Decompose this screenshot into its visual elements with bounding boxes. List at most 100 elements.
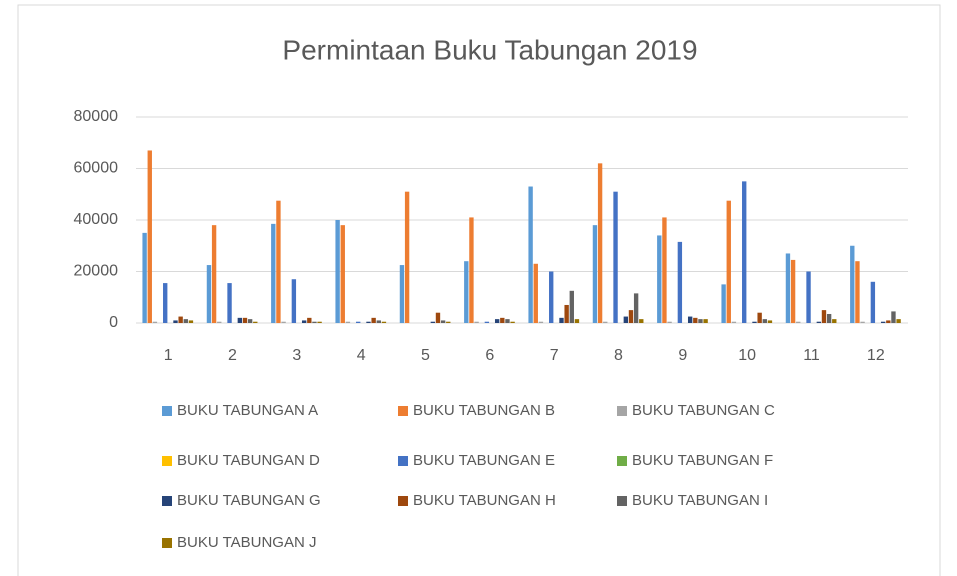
bar xyxy=(446,321,451,323)
bar xyxy=(178,316,183,323)
bar xyxy=(564,304,569,323)
bar xyxy=(662,217,667,323)
bar xyxy=(726,200,731,323)
bar xyxy=(381,321,387,323)
bar xyxy=(510,321,515,323)
legend-swatch xyxy=(398,406,408,416)
bar xyxy=(896,319,901,323)
bar xyxy=(271,223,276,323)
bar xyxy=(613,191,618,323)
x-tick-label: 4 xyxy=(357,347,366,364)
bar xyxy=(870,281,876,323)
bar xyxy=(505,319,510,323)
bar xyxy=(237,317,243,323)
y-tick-label: 80000 xyxy=(74,108,119,125)
bar xyxy=(549,271,554,323)
x-tick-label: 3 xyxy=(292,347,301,364)
bar xyxy=(860,321,865,323)
legend-label: BUKU TABUNGAN A xyxy=(177,402,318,419)
legend-swatch xyxy=(162,496,172,506)
bar xyxy=(623,316,629,323)
bar xyxy=(253,321,258,323)
legend-swatch xyxy=(162,456,172,466)
bar xyxy=(757,312,762,323)
x-tick-label: 12 xyxy=(867,347,885,364)
bar xyxy=(464,261,469,323)
bar xyxy=(752,321,757,323)
bar xyxy=(538,321,544,323)
bar xyxy=(356,321,361,323)
legend-swatch xyxy=(398,496,408,506)
legend-label: BUKU TABUNGAN H xyxy=(413,492,556,509)
bar xyxy=(821,310,827,323)
x-tick-label: 8 xyxy=(614,347,623,364)
bar xyxy=(574,319,580,323)
bar xyxy=(494,319,500,323)
bar xyxy=(687,316,693,323)
bar xyxy=(826,313,832,323)
legend-swatch xyxy=(617,496,627,506)
bar xyxy=(721,284,726,323)
x-tick-label: 7 xyxy=(550,347,559,364)
x-tick-label: 9 xyxy=(678,347,687,364)
bar xyxy=(693,317,698,323)
bar xyxy=(742,181,747,323)
legend-label: BUKU TABUNGAN D xyxy=(177,452,320,469)
bar xyxy=(785,253,791,323)
legend-swatch xyxy=(398,456,408,466)
y-tick-label: 60000 xyxy=(74,160,119,177)
bar xyxy=(639,319,644,323)
bar xyxy=(667,321,672,323)
bar xyxy=(366,321,371,323)
chart-title: Permintaan Buku Tabungan 2019 xyxy=(282,34,697,65)
legend-swatch xyxy=(617,456,627,466)
bar xyxy=(247,319,253,323)
bar xyxy=(142,232,147,323)
bar xyxy=(435,312,441,323)
bar xyxy=(886,320,891,323)
bar xyxy=(762,319,767,323)
legend-label: BUKU TABUNGAN B xyxy=(413,402,555,419)
x-tick-label: 5 xyxy=(421,347,430,364)
legend-swatch xyxy=(162,538,172,548)
y-tick-label: 0 xyxy=(109,314,118,331)
bar xyxy=(371,317,376,323)
bar xyxy=(603,321,608,323)
bar xyxy=(474,321,479,323)
bar xyxy=(242,317,248,323)
x-tick-label: 11 xyxy=(803,347,820,364)
x-tick-label: 10 xyxy=(738,347,756,364)
bar xyxy=(592,225,598,323)
bar xyxy=(217,321,222,323)
x-tick-label: 2 xyxy=(228,347,237,364)
legend-label: BUKU TABUNGAN F xyxy=(632,452,773,469)
bar xyxy=(399,265,405,323)
bar xyxy=(307,317,312,323)
bar xyxy=(891,311,896,323)
y-tick-label: 20000 xyxy=(74,263,119,280)
bar xyxy=(301,320,307,323)
bar xyxy=(832,319,837,323)
bar xyxy=(317,321,322,323)
x-tick-label: 6 xyxy=(485,347,494,364)
legend-label: BUKU TABUNGAN G xyxy=(177,492,321,509)
bar xyxy=(227,283,232,323)
bar xyxy=(657,235,662,323)
bar xyxy=(291,279,297,323)
bar xyxy=(633,293,639,323)
bar xyxy=(559,317,564,323)
legend-label: BUKU TABUNGAN I xyxy=(632,492,768,509)
bar xyxy=(767,320,773,323)
bar xyxy=(183,319,188,323)
bar xyxy=(484,321,490,323)
bar xyxy=(880,321,886,323)
bar xyxy=(340,225,345,323)
bar xyxy=(698,319,703,323)
legend-swatch xyxy=(617,406,627,416)
bar xyxy=(281,321,286,323)
bar xyxy=(376,320,381,323)
bar xyxy=(173,320,178,323)
bar xyxy=(211,225,217,323)
bar xyxy=(335,220,340,323)
